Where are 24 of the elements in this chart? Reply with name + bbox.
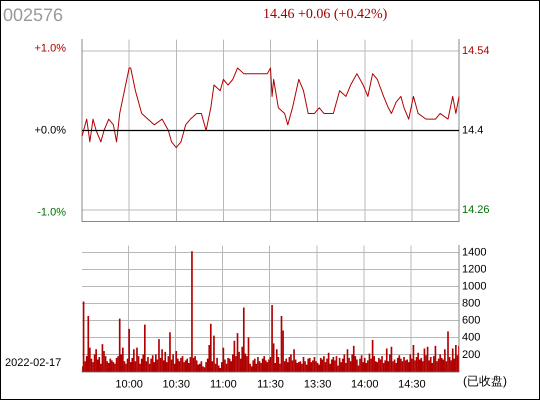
text: (已收盘) <box>463 373 507 390</box>
text: 2022-02-17 <box>5 357 62 369</box>
chart-subtitle: 14.46 +0.06 (+0.42%) <box>263 7 388 23</box>
y-tick-label: 14.54 <box>462 44 490 57</box>
x-tick-label: 11:30 <box>257 378 284 390</box>
chart-title: 002576 <box>3 5 64 26</box>
y-tick-label: 1000 <box>462 280 486 293</box>
y2-tick-label: -1.0% <box>37 206 66 218</box>
y-tick-label: 600 <box>462 314 480 327</box>
y-tick-label: 14.4 <box>462 124 484 137</box>
y-tick-label: 1400 <box>462 246 486 258</box>
x-tick-label: 10:00 <box>115 378 143 390</box>
y-tick-label: 1200 <box>462 264 486 276</box>
y2-tick-label: +0.0% <box>34 124 66 137</box>
y2-tick-label: +1.0% <box>34 42 66 55</box>
x-tick-label: 14:30 <box>398 378 426 390</box>
y-tick-label: 14.26 <box>462 204 490 216</box>
y-tick-label: 800 <box>462 298 480 310</box>
y-tick-label: 400 <box>462 332 480 344</box>
x-tick-label: 11:00 <box>210 378 237 390</box>
y-tick-label: 200 <box>462 348 480 361</box>
x-tick-label: 10:30 <box>162 378 190 390</box>
x-tick-label: 14:00 <box>350 378 379 390</box>
x-tick-label: 13:30 <box>304 378 332 390</box>
